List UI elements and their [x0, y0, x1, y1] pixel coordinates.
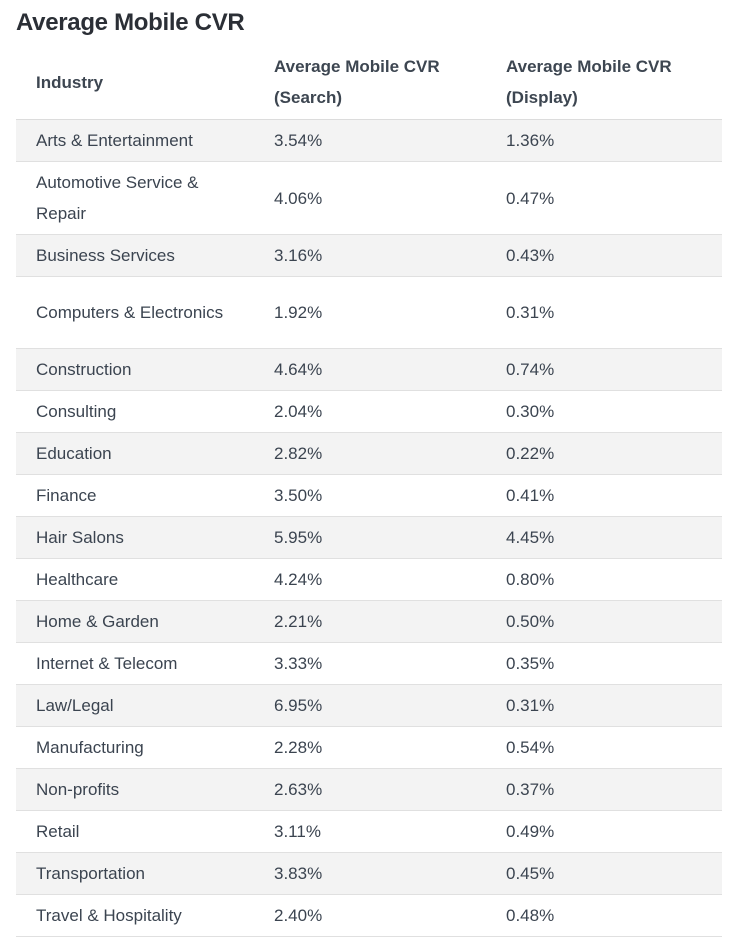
- cell-search-cvr: 2.04%: [254, 390, 486, 433]
- header-display-cvr: Average Mobile CVR (Display): [486, 44, 722, 120]
- table-row: Law/Legal 6.95% 0.31%: [16, 684, 722, 727]
- table-row: Home & Garden 2.21% 0.50%: [16, 600, 722, 643]
- table-row: Consulting 2.04% 0.30%: [16, 390, 722, 433]
- cell-display-cvr: 0.37%: [486, 768, 722, 811]
- cell-search-cvr: 4.64%: [254, 348, 486, 391]
- cell-search-cvr: 3.54%: [254, 119, 486, 162]
- cell-industry: Arts & Entertainment: [16, 119, 254, 162]
- cell-industry: Construction: [16, 348, 254, 391]
- cell-display-cvr: 0.48%: [486, 894, 722, 937]
- cell-search-cvr: 4.24%: [254, 558, 486, 601]
- table-row: Finance 3.50% 0.41%: [16, 474, 722, 517]
- table-row: Internet & Telecom 3.33% 0.35%: [16, 642, 722, 685]
- cell-industry: Hair Salons: [16, 516, 254, 559]
- table-row: Automotive Service & Repair 4.06% 0.47%: [16, 161, 722, 235]
- table-row: Transportation 3.83% 0.45%: [16, 852, 722, 895]
- cell-industry: Finance: [16, 474, 254, 517]
- cell-industry: Law/Legal: [16, 684, 254, 727]
- page: Average Mobile CVR Industry Average Mobi…: [16, 0, 722, 937]
- cell-search-cvr: 1.92%: [254, 276, 486, 349]
- table-row: Business Services 3.16% 0.43%: [16, 234, 722, 277]
- cell-search-cvr: 5.95%: [254, 516, 486, 559]
- cell-search-cvr: 2.40%: [254, 894, 486, 937]
- table-row: Computers & Electronics 1.92% 0.31%: [16, 276, 722, 349]
- cell-display-cvr: 0.74%: [486, 348, 722, 391]
- cell-search-cvr: 3.50%: [254, 474, 486, 517]
- cell-search-cvr: 2.21%: [254, 600, 486, 643]
- table-row: Non-profits 2.63% 0.37%: [16, 768, 722, 811]
- cell-industry: Business Services: [16, 234, 254, 277]
- cell-display-cvr: 0.31%: [486, 276, 722, 349]
- table-row: Retail 3.11% 0.49%: [16, 810, 722, 853]
- cell-search-cvr: 2.63%: [254, 768, 486, 811]
- table-body: Arts & Entertainment 3.54% 1.36% Automotive…: [16, 119, 722, 937]
- cell-display-cvr: 0.43%: [486, 234, 722, 277]
- cell-search-cvr: 3.11%: [254, 810, 486, 853]
- page-title: Average Mobile CVR: [16, 9, 245, 36]
- cell-search-cvr: 4.06%: [254, 161, 486, 235]
- cell-display-cvr: 0.54%: [486, 726, 722, 769]
- cell-industry: Travel & Hospitality: [16, 894, 254, 937]
- cell-display-cvr: 0.22%: [486, 432, 722, 475]
- cell-display-cvr: 0.80%: [486, 558, 722, 601]
- cell-search-cvr: 6.95%: [254, 684, 486, 727]
- cell-search-cvr: 3.83%: [254, 852, 486, 895]
- table-row: Healthcare 4.24% 0.80%: [16, 558, 722, 601]
- cell-search-cvr: 2.28%: [254, 726, 486, 769]
- cell-display-cvr: 0.47%: [486, 161, 722, 235]
- cell-industry: Home & Garden: [16, 600, 254, 643]
- cell-display-cvr: 0.50%: [486, 600, 722, 643]
- cell-industry: Automotive Service & Repair: [16, 161, 254, 235]
- table-row: Travel & Hospitality 2.40% 0.48%: [16, 894, 722, 937]
- header-search-cvr: Average Mobile CVR (Search): [254, 44, 486, 120]
- cell-display-cvr: 0.31%: [486, 684, 722, 727]
- cell-display-cvr: 0.41%: [486, 474, 722, 517]
- cell-search-cvr: 3.33%: [254, 642, 486, 685]
- cell-industry: Computers & Electronics: [16, 276, 254, 349]
- table-row: Hair Salons 5.95% 4.45%: [16, 516, 722, 559]
- table-row: Construction 4.64% 0.74%: [16, 348, 722, 391]
- cell-display-cvr: 0.49%: [486, 810, 722, 853]
- cell-industry: Retail: [16, 810, 254, 853]
- cell-industry: Manufacturing: [16, 726, 254, 769]
- cell-search-cvr: 2.82%: [254, 432, 486, 475]
- header-row: Industry Average Mobile CVR (Search) Ave…: [16, 44, 722, 120]
- cell-industry: Internet & Telecom: [16, 642, 254, 685]
- cell-display-cvr: 1.36%: [486, 119, 722, 162]
- table-header: Industry Average Mobile CVR (Search) Ave…: [16, 44, 722, 120]
- cell-display-cvr: 0.35%: [486, 642, 722, 685]
- cell-display-cvr: 4.45%: [486, 516, 722, 559]
- cell-industry: Transportation: [16, 852, 254, 895]
- cell-industry: Education: [16, 432, 254, 475]
- cell-industry: Consulting: [16, 390, 254, 433]
- cell-display-cvr: 0.30%: [486, 390, 722, 433]
- cell-industry: Healthcare: [16, 558, 254, 601]
- table-row: Education 2.82% 0.22%: [16, 432, 722, 475]
- cvr-table: Industry Average Mobile CVR (Search) Ave…: [16, 44, 722, 937]
- table-row: Manufacturing 2.28% 0.54%: [16, 726, 722, 769]
- table-row: Arts & Entertainment 3.54% 1.36%: [16, 119, 722, 162]
- cell-search-cvr: 3.16%: [254, 234, 486, 277]
- header-industry: Industry: [16, 44, 254, 120]
- cell-display-cvr: 0.45%: [486, 852, 722, 895]
- cell-industry: Non-profits: [16, 768, 254, 811]
